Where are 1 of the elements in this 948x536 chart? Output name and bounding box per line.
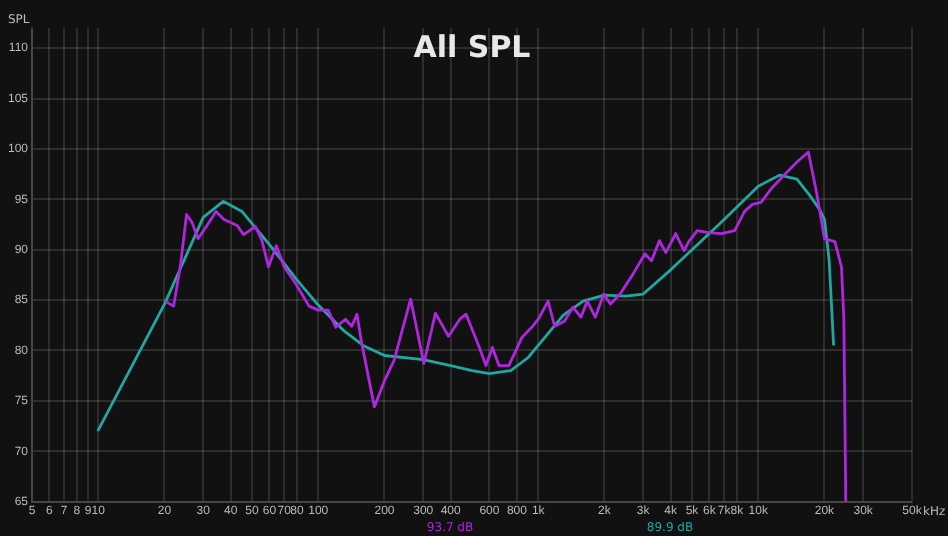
chart-title: All SPL: [413, 28, 532, 65]
